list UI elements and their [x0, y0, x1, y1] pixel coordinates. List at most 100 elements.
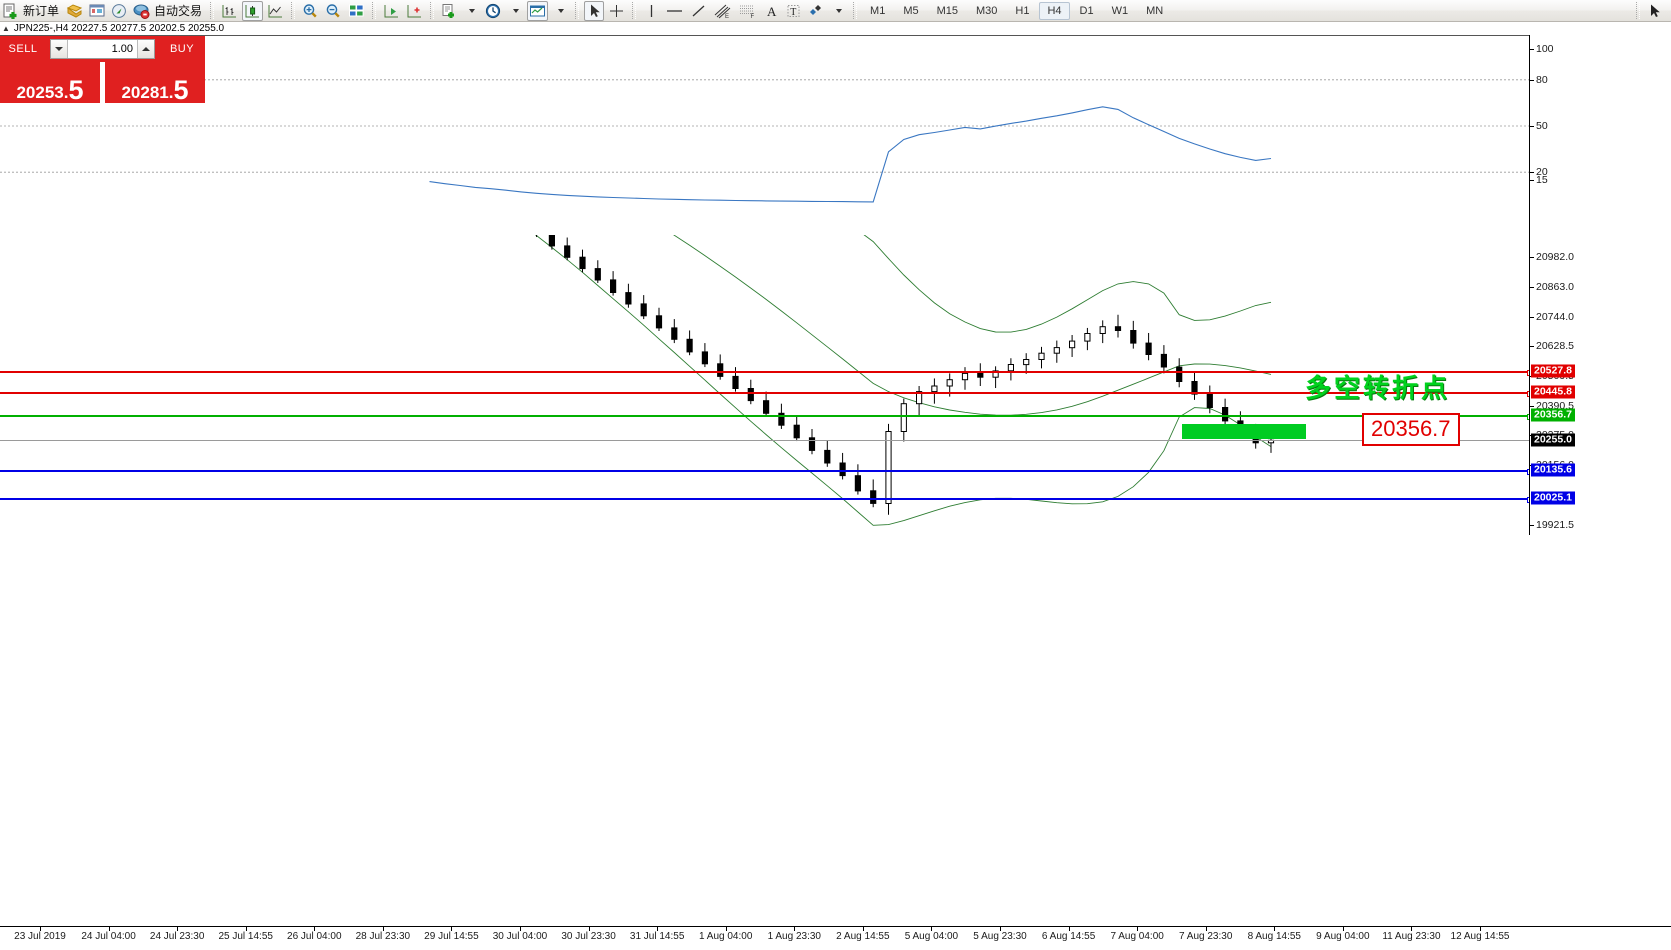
pointer-icon[interactable]	[1645, 1, 1665, 21]
template-icon[interactable]	[64, 1, 85, 21]
timeframe-m1[interactable]: M1	[870, 4, 886, 17]
rsi-chart-svg	[0, 79, 1529, 203]
timeframe-mn[interactable]: MN	[1146, 4, 1164, 17]
rsi-plot[interactable]	[0, 35, 1529, 235]
equidistant-channel-icon[interactable]: E	[711, 1, 734, 21]
time-axis[interactable]: 23 Jul 2019 24 Jul 04:00 24 Jul 23:30 25 Ju…	[0, 926, 1671, 950]
price-level-line-red[interactable]	[0, 370, 1529, 377]
volume-increment-button[interactable]	[137, 40, 154, 58]
buy-button[interactable]: BUY	[159, 36, 205, 62]
price-level-tag[interactable]: 20135.6	[1531, 463, 1575, 477]
price-level-tag[interactable]: 20255.0	[1531, 433, 1575, 447]
price-level-line-red[interactable]	[0, 391, 1529, 398]
line-chart-icon[interactable]	[265, 1, 286, 21]
zoom-out-icon[interactable]	[323, 1, 344, 21]
chevron-down-icon[interactable]	[550, 1, 570, 21]
hline-icon[interactable]	[663, 1, 686, 21]
buy-price-integer: 20281	[121, 83, 169, 102]
shift-chart-icon[interactable]	[381, 1, 402, 21]
svg-text:T: T	[790, 7, 796, 18]
price-level-tag[interactable]: 20025.1	[1531, 491, 1575, 505]
price-level-tag[interactable]: 20527.8	[1531, 364, 1575, 378]
shapes-icon[interactable]	[805, 1, 826, 21]
new-order-label[interactable]: 新订单	[23, 4, 60, 18]
crosshair-icon[interactable]	[606, 1, 627, 21]
toolbar-separator	[430, 2, 435, 19]
chart-container[interactable]: 多空转折点 20356.7 21804.521689.021570.021451…	[0, 35, 1671, 950]
time-tick-label: 9 Aug 04:00	[1316, 931, 1370, 942]
timeframe-h1[interactable]: H1	[1015, 4, 1030, 17]
toolbar-separator	[632, 2, 637, 19]
cursor-icon[interactable]	[584, 0, 605, 21]
line-handle[interactable]	[1527, 469, 1529, 476]
buy-price-fraction: 5	[173, 74, 189, 105]
market-watch-icon[interactable]	[87, 1, 107, 21]
time-tick-label: 25 Jul 14:55	[218, 931, 273, 942]
candlestick-chart-icon[interactable]	[242, 0, 264, 21]
toolbar-separator	[291, 2, 296, 19]
chevron-down-icon[interactable]	[828, 1, 848, 21]
time-tick-mark	[245, 927, 247, 931]
line-handle[interactable]	[1527, 413, 1529, 420]
price-level-line-green[interactable]	[0, 413, 1529, 420]
line-handle[interactable]	[1527, 391, 1529, 398]
time-tick-mark	[382, 927, 384, 931]
symbol-info-text: JPN225-,H4 20227.5 20277.5 20202.5 20255…	[13, 23, 225, 34]
time-tick-mark	[520, 927, 521, 931]
zoom-in-icon[interactable]	[300, 1, 321, 21]
period-icon[interactable]	[483, 1, 503, 21]
autotrading-icon[interactable]	[131, 1, 152, 21]
svg-text:E: E	[725, 14, 729, 19]
chevron-down-icon[interactable]	[505, 1, 525, 21]
time-tick-mark	[108, 927, 110, 931]
timeframe-h4[interactable]: H4	[1039, 1, 1070, 20]
new-order-icon[interactable]	[1, 1, 21, 21]
bar-chart-icon[interactable]	[219, 1, 240, 21]
price-level-tag[interactable]: 20356.7	[1531, 408, 1575, 422]
timeframe-d1[interactable]: D1	[1079, 4, 1094, 17]
sell-button[interactable]: SELL	[0, 36, 46, 62]
volume-input[interactable]: 1.00	[111, 43, 133, 55]
sell-price[interactable]: 20253 . 5	[0, 62, 100, 103]
trendline-icon[interactable]	[688, 1, 709, 21]
price-level-line-blue[interactable]	[0, 469, 1529, 476]
price-level-line-blue[interactable]	[0, 497, 1529, 504]
line-handle[interactable]	[1527, 497, 1529, 504]
text-icon[interactable]: T	[783, 1, 803, 21]
chevron-down-icon[interactable]	[461, 1, 481, 21]
price-level-line-black[interactable]	[0, 440, 1529, 442]
templates-icon[interactable]	[527, 0, 549, 21]
buy-price[interactable]: 20281 . 5	[105, 62, 205, 103]
add-indicator-icon[interactable]	[439, 1, 459, 21]
line-handle[interactable]	[1527, 370, 1529, 377]
auto-scroll-icon[interactable]	[404, 1, 425, 21]
price-level-tag[interactable]: 20445.8	[1531, 385, 1575, 399]
sell-price-dot: .	[63, 83, 69, 102]
fibonacci-icon[interactable]: F	[736, 1, 759, 21]
time-tick-mark	[725, 927, 727, 931]
navigator-icon[interactable]	[109, 1, 129, 21]
svg-text:F: F	[751, 14, 755, 19]
text-label-icon[interactable]: A	[761, 1, 781, 21]
one-click-trading-panel[interactable]: SELL 1.00 BUY 20253 . 5 20281 . 5	[0, 36, 205, 113]
volume-dropdown-button[interactable]	[51, 40, 68, 58]
time-tick-mark	[1480, 927, 1481, 931]
vline-icon[interactable]	[641, 1, 661, 21]
timeframe-m15[interactable]: M15	[936, 4, 958, 17]
volume-stepper[interactable]: 1.00	[46, 36, 159, 62]
autotrading-label[interactable]: 自动交易	[154, 4, 203, 18]
timeframe-w1[interactable]: W1	[1111, 4, 1129, 17]
time-tick-label: 7 Aug 04:00	[1110, 931, 1164, 942]
collapse-icon[interactable]: ▲	[2, 24, 10, 33]
tile-windows-icon[interactable]	[346, 1, 367, 21]
time-tick-mark	[1000, 927, 1001, 931]
timeframe-m5[interactable]: M5	[903, 4, 919, 17]
time-tick-mark	[1274, 927, 1276, 931]
rsi-axis[interactable]: 100 80 50 20 15	[1529, 35, 1671, 235]
time-tick-label: 12 Aug 14:55	[1450, 931, 1510, 942]
timeframe-m30[interactable]: M30	[976, 4, 998, 17]
price-plot[interactable]: 多空转折点 20356.7	[0, 35, 1529, 535]
time-tick-label: 28 Jul 23:30	[355, 931, 411, 942]
time-tick-label: 24 Jul 04:00	[81, 931, 136, 942]
